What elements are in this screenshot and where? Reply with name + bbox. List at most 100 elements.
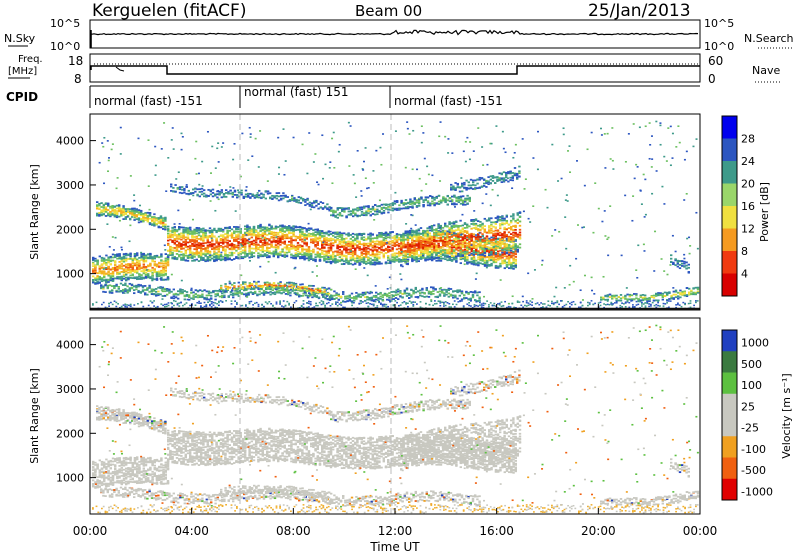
power-cell <box>211 238 214 241</box>
power-cell <box>211 233 214 236</box>
power-cell <box>107 204 110 207</box>
power-cell <box>444 238 447 240</box>
power-cell <box>173 256 176 259</box>
power-cell <box>98 275 101 278</box>
power-cell <box>255 250 258 252</box>
power-cell <box>149 276 152 279</box>
power-cell <box>514 233 517 236</box>
power-cell <box>501 250 504 252</box>
power-cell <box>244 225 247 228</box>
power-cell <box>193 235 196 238</box>
power-cell <box>387 236 390 239</box>
power-cell <box>307 257 311 260</box>
power-cell <box>130 286 134 289</box>
power-cell <box>457 241 460 244</box>
power-cell <box>398 260 401 263</box>
power-cell <box>503 235 506 237</box>
freq-left-tick-bottom: 8 <box>74 72 82 86</box>
power-cell <box>382 242 385 245</box>
power-cell <box>463 230 467 233</box>
power-cell <box>244 240 247 242</box>
power-cell <box>109 275 112 278</box>
power-cell <box>175 229 179 232</box>
power-cell <box>182 240 185 243</box>
power-cell <box>448 228 451 231</box>
power-cell <box>274 244 278 247</box>
power-cell <box>292 255 295 257</box>
power-cell <box>191 253 194 255</box>
power-cell <box>193 239 196 242</box>
power-cell <box>184 231 187 234</box>
power-cell <box>146 211 149 214</box>
power-cell <box>257 247 260 250</box>
power-cell <box>329 257 333 260</box>
power-cell <box>367 259 370 261</box>
power-cell <box>246 227 249 230</box>
power-cell <box>492 239 495 242</box>
power-cell <box>104 215 108 217</box>
power-cell <box>365 248 368 251</box>
power-cell <box>312 238 315 240</box>
power-cell <box>294 238 297 241</box>
power-cell <box>501 240 504 243</box>
power-cell <box>186 236 190 239</box>
power-cell <box>292 227 295 230</box>
power-cell <box>301 240 304 243</box>
power-cell <box>127 277 130 280</box>
power-cell <box>358 240 361 243</box>
power-cell <box>490 264 493 267</box>
power-cell <box>116 277 119 280</box>
power-cell <box>323 255 326 258</box>
power-cell <box>466 223 469 226</box>
power-cell <box>400 260 403 263</box>
power-cell <box>146 215 149 218</box>
power-cell <box>358 233 361 236</box>
power-cell <box>153 216 156 218</box>
power-cell <box>426 236 429 239</box>
power-cell <box>186 227 190 230</box>
power-cell <box>114 269 117 272</box>
power-cell <box>424 257 427 260</box>
power-cell <box>173 231 176 234</box>
power-cell <box>202 238 205 241</box>
power-cell <box>263 238 267 241</box>
power-cell <box>131 266 134 269</box>
power-cell <box>171 239 174 242</box>
power-cell <box>422 234 425 237</box>
power-cell <box>349 234 352 236</box>
power-cell <box>126 291 129 294</box>
power-cell <box>133 216 136 219</box>
power-cell <box>356 234 359 237</box>
power-cell <box>233 244 236 247</box>
power-cell <box>369 242 372 245</box>
power-cell <box>481 253 484 256</box>
power-cell <box>111 289 114 292</box>
power-cell <box>507 238 511 241</box>
power-cell <box>248 256 251 259</box>
power-cell <box>153 217 156 220</box>
power-cell <box>250 232 253 235</box>
power-cell <box>393 242 396 245</box>
power-cell <box>257 237 260 240</box>
power-cell <box>288 229 291 231</box>
power-cell <box>457 244 460 247</box>
power-cell <box>257 248 260 251</box>
power-cell <box>114 264 117 266</box>
power-cell <box>499 241 502 244</box>
power-cell <box>426 227 429 230</box>
power-cell <box>281 232 284 235</box>
power-cell <box>294 226 297 229</box>
power-cell <box>167 242 170 245</box>
power-cell <box>428 241 432 244</box>
power-cell <box>413 230 416 233</box>
power-cell <box>263 242 267 245</box>
power-cell <box>417 260 420 263</box>
power-cell <box>140 259 143 261</box>
power-cell <box>202 233 205 236</box>
power-cell <box>510 221 513 224</box>
power-cell <box>367 247 370 250</box>
power-cell <box>230 243 234 245</box>
power-cell <box>349 259 352 262</box>
power-cell <box>358 255 361 258</box>
power-cell <box>184 251 187 253</box>
